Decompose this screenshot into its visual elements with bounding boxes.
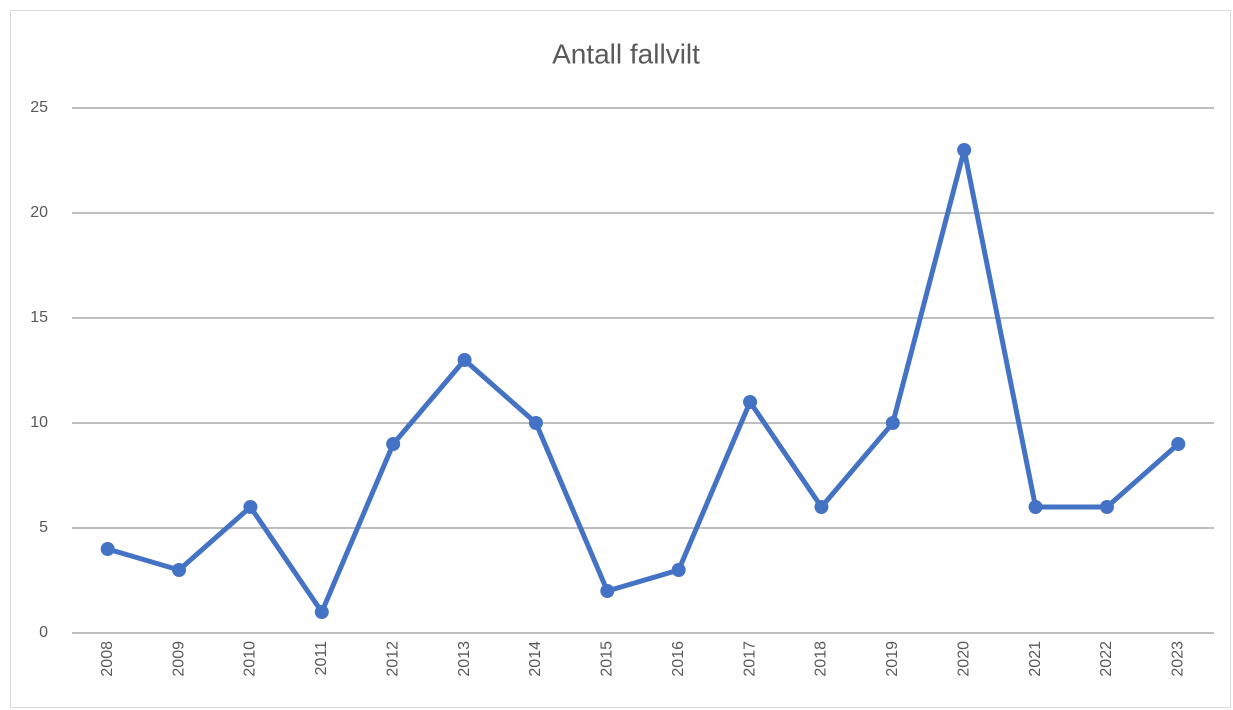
x-tick-label: 2020 — [955, 641, 972, 677]
chart-title: Antall fallvilt — [552, 38, 700, 69]
point — [172, 563, 187, 577]
point — [1028, 500, 1043, 514]
x-tick-label: 2012 — [384, 641, 401, 677]
x-tick-label: 2015 — [599, 641, 616, 677]
point — [386, 437, 401, 451]
x-tick-label: 2014 — [527, 641, 544, 677]
x-tick-label: 2011 — [313, 641, 330, 676]
y-tick-label: 10 — [30, 414, 48, 431]
point — [1099, 500, 1114, 514]
x-tick-label: 2018 — [813, 641, 830, 677]
x-tick-label: 2016 — [670, 641, 687, 677]
point — [600, 584, 615, 598]
x-tick-label: 2019 — [884, 641, 901, 677]
line — [106, 147, 1180, 615]
point — [885, 416, 900, 430]
point — [743, 395, 758, 409]
point — [100, 542, 115, 556]
chart-border — [10, 10, 1231, 708]
point — [671, 563, 686, 577]
y-tick-label: 25 — [30, 99, 48, 116]
point — [314, 605, 329, 619]
x-tick-label: 2009 — [170, 641, 187, 677]
point — [1171, 437, 1186, 451]
x-tick-label: 2010 — [242, 641, 259, 677]
point — [814, 500, 829, 514]
y-tick-label: 0 — [39, 624, 48, 641]
point — [457, 353, 472, 367]
y-tick-label: 15 — [30, 309, 48, 326]
x-tick-label: 2021 — [1027, 641, 1044, 677]
point — [528, 416, 543, 430]
y-tick-label: 5 — [39, 519, 48, 536]
point — [957, 143, 972, 157]
y-tick-label: 20 — [30, 204, 48, 221]
x-tick-label: 2008 — [99, 641, 116, 677]
x-tick-label: 2023 — [1170, 641, 1187, 677]
x-tick-label: 2017 — [741, 641, 758, 677]
x-tick-label: 2022 — [1098, 641, 1115, 677]
x-tick-label: 2013 — [456, 641, 473, 677]
point — [243, 500, 258, 514]
